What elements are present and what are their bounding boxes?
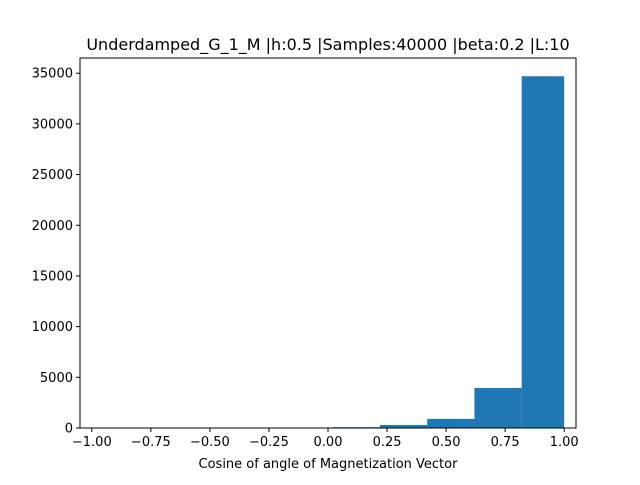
x-tick-label: 0.50 — [432, 435, 461, 450]
plot-frame — [80, 58, 576, 428]
y-tick-label: 30000 — [32, 117, 73, 132]
y-tick-label: 15000 — [32, 269, 73, 284]
x-tick-label: −0.75 — [131, 435, 171, 450]
y-tick-label: 5000 — [40, 371, 73, 386]
chart-title: Underdamped_G_1_M |h:0.5 |Samples:40000 … — [86, 35, 569, 55]
x-tick-label: 0.00 — [314, 435, 343, 450]
histogram-bar — [522, 76, 565, 428]
x-tick-label: −0.25 — [249, 435, 289, 450]
y-tick-label: 10000 — [32, 320, 73, 335]
y-tick-label: 0 — [65, 422, 73, 437]
y-tick-label: 35000 — [32, 67, 73, 82]
y-tick-label: 20000 — [32, 219, 73, 234]
x-tick-label: 0.25 — [373, 435, 402, 450]
histogram-bars — [94, 76, 564, 428]
histogram-bar — [427, 419, 474, 428]
histogram-bar — [474, 388, 521, 428]
x-tick-label: 1.00 — [550, 435, 579, 450]
x-tick-label: −1.00 — [72, 435, 112, 450]
y-tick-label: 25000 — [32, 168, 73, 183]
x-axis-label: Cosine of angle of Magnetization Vector — [199, 457, 459, 472]
x-tick-label: 0.75 — [491, 435, 520, 450]
x-tick-label: −0.50 — [190, 435, 230, 450]
